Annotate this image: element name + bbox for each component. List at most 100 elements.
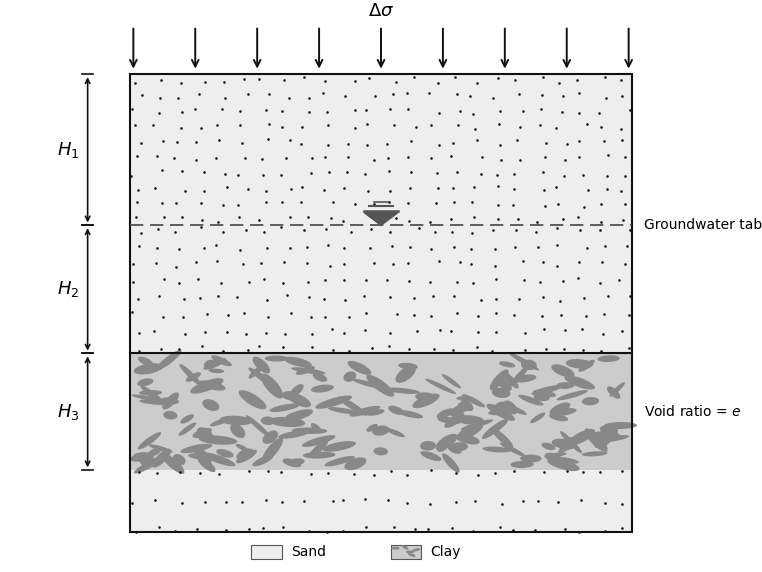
Ellipse shape — [518, 395, 543, 406]
Point — [447, 183, 459, 192]
Point — [296, 123, 309, 132]
Point — [261, 495, 273, 505]
Ellipse shape — [236, 448, 255, 461]
Point — [152, 224, 165, 233]
Ellipse shape — [139, 390, 162, 395]
Ellipse shape — [584, 428, 608, 452]
Point — [450, 498, 463, 507]
Ellipse shape — [455, 434, 480, 444]
Point — [600, 526, 612, 535]
Point — [486, 346, 498, 355]
Ellipse shape — [133, 363, 162, 375]
Point — [195, 198, 207, 208]
Point — [556, 214, 568, 224]
Point — [129, 121, 141, 130]
Point — [402, 258, 414, 267]
Point — [342, 140, 354, 149]
Point — [317, 88, 329, 97]
Point — [261, 467, 274, 476]
Point — [298, 73, 310, 82]
Point — [368, 200, 380, 209]
Point — [360, 522, 373, 531]
Point — [358, 292, 370, 301]
Ellipse shape — [248, 368, 277, 388]
Point — [518, 328, 530, 337]
Ellipse shape — [173, 454, 186, 465]
Point — [431, 198, 443, 208]
Point — [538, 185, 550, 194]
Point — [539, 152, 551, 161]
Point — [126, 104, 138, 113]
Point — [173, 345, 185, 354]
Point — [445, 327, 457, 336]
Point — [216, 104, 228, 113]
Point — [491, 73, 504, 82]
Point — [490, 295, 502, 304]
Point — [295, 139, 307, 148]
Ellipse shape — [203, 452, 235, 466]
Ellipse shape — [190, 378, 223, 394]
Point — [321, 108, 333, 117]
Point — [511, 136, 523, 145]
Point — [472, 343, 484, 352]
Point — [559, 525, 571, 534]
Point — [616, 467, 628, 476]
Point — [615, 76, 627, 85]
Ellipse shape — [140, 458, 161, 466]
Ellipse shape — [197, 456, 216, 472]
Point — [423, 88, 435, 97]
Point — [194, 469, 206, 478]
Point — [512, 214, 524, 224]
Point — [597, 309, 610, 318]
Point — [277, 122, 289, 132]
Point — [552, 224, 564, 233]
Point — [170, 198, 182, 208]
Ellipse shape — [604, 422, 637, 429]
Point — [199, 497, 211, 506]
Point — [621, 241, 633, 251]
Point — [557, 277, 569, 286]
Ellipse shape — [192, 446, 212, 463]
Point — [381, 275, 393, 284]
Point — [190, 156, 202, 165]
Point — [384, 227, 396, 236]
Ellipse shape — [162, 453, 184, 474]
Point — [559, 172, 571, 181]
Ellipse shape — [219, 416, 253, 426]
Point — [253, 74, 265, 84]
Ellipse shape — [447, 444, 462, 454]
Point — [217, 200, 229, 209]
Ellipse shape — [568, 429, 595, 446]
Ellipse shape — [328, 407, 357, 414]
Point — [401, 498, 413, 507]
Point — [491, 170, 504, 179]
Point — [475, 295, 488, 304]
Point — [303, 293, 315, 302]
Point — [283, 93, 295, 102]
Point — [467, 526, 479, 535]
Point — [326, 324, 338, 333]
Point — [327, 345, 339, 355]
Point — [581, 120, 593, 129]
Ellipse shape — [600, 426, 618, 435]
Point — [384, 329, 396, 338]
Point — [217, 228, 229, 237]
Ellipse shape — [216, 449, 233, 458]
Bar — [251, 545, 282, 559]
Ellipse shape — [263, 431, 278, 444]
Point — [539, 345, 552, 354]
Point — [306, 470, 318, 479]
Point — [126, 308, 138, 317]
Point — [322, 140, 335, 149]
Ellipse shape — [181, 414, 194, 424]
Text: Void ratio = $e$: Void ratio = $e$ — [644, 404, 741, 419]
Ellipse shape — [545, 453, 563, 463]
Point — [616, 136, 629, 145]
Point — [581, 243, 594, 252]
Point — [594, 225, 606, 235]
Point — [306, 343, 319, 352]
Ellipse shape — [586, 431, 620, 441]
Ellipse shape — [406, 550, 415, 553]
Point — [169, 527, 181, 536]
Point — [284, 212, 296, 221]
